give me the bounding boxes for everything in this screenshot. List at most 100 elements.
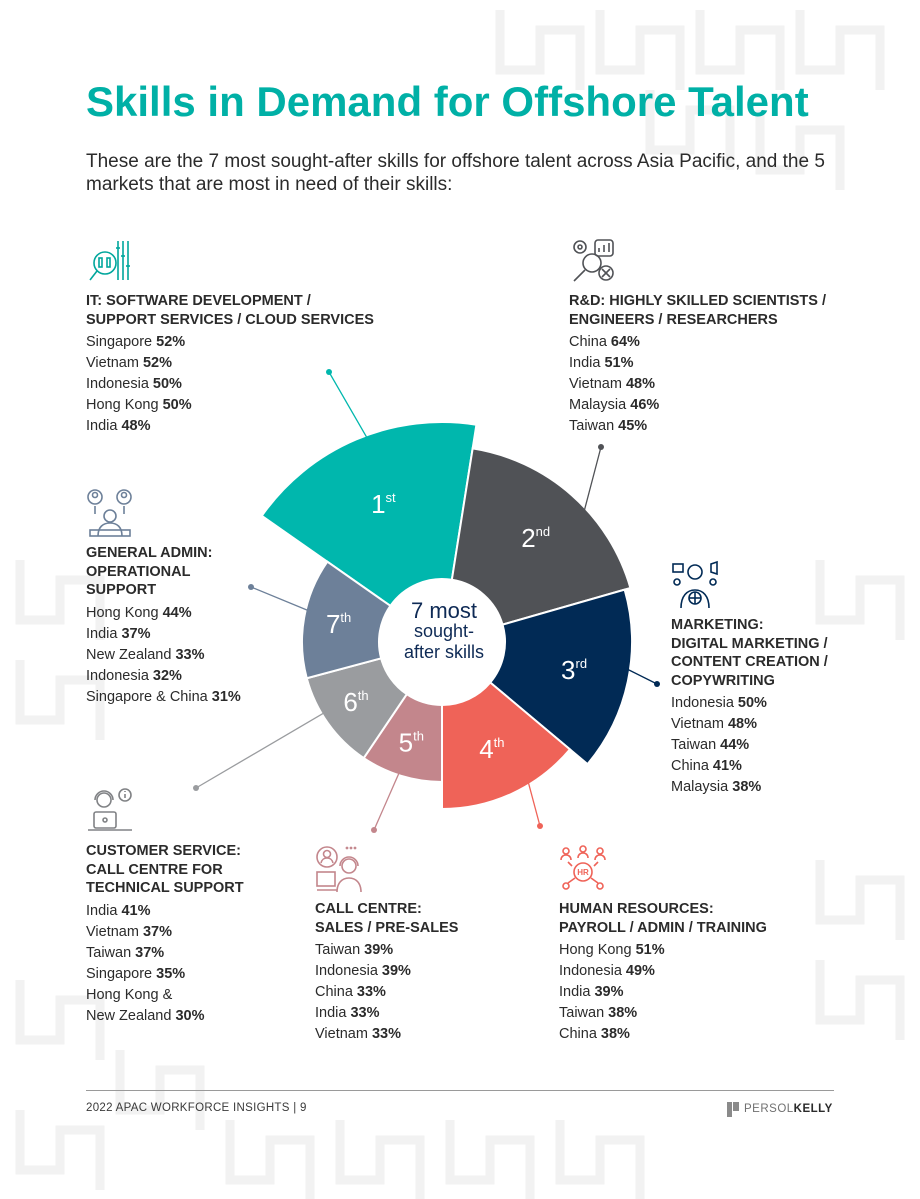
- rank-number: 7: [326, 609, 340, 639]
- market-list-rnd: China 64% India 51% Vietnam 48% Malaysia…: [569, 332, 826, 437]
- market-name: Singapore: [86, 334, 153, 350]
- market-name: Vietnam: [86, 355, 139, 371]
- center-label-line2: sought-: [413, 621, 475, 641]
- segment-rank-label-5: 5th: [399, 727, 424, 757]
- list-item: Singapore & China 31%: [86, 687, 241, 708]
- skill-heading-line: CUSTOMER SERVICE:: [86, 843, 241, 859]
- svg-text:HR: HR: [577, 868, 589, 877]
- chart-center-hole: [379, 579, 505, 705]
- list-item: Vietnam 52%: [86, 353, 374, 374]
- market-pct: 33%: [350, 1005, 380, 1021]
- rank-number: 2: [521, 523, 535, 553]
- list-item: India 51%: [569, 353, 826, 374]
- center-label-line1: 7 most: [410, 598, 478, 623]
- digital-marketing-icon: [672, 560, 718, 609]
- market-name: Malaysia: [671, 779, 729, 795]
- market-pct: 50%: [737, 695, 767, 711]
- list-item: China 38%: [559, 1024, 767, 1045]
- market-name: Singapore: [86, 965, 153, 982]
- market-pct: 45%: [618, 418, 648, 434]
- list-item: Hong Kong 51%: [559, 940, 767, 961]
- skill-heading-line: R&D: HIGHLY SKILLED SCIENTISTS /: [569, 293, 826, 309]
- skill-heading-marketing: MARKETING: DIGITAL MARKETING / CONTENT C…: [671, 616, 828, 690]
- market-pct: 33%: [371, 1026, 401, 1042]
- market-name: India: [86, 418, 118, 434]
- list-item: Indonesia 32%: [86, 666, 241, 687]
- list-item: Taiwan 37%: [86, 943, 244, 964]
- market-pct: 39%: [381, 963, 411, 979]
- market-pct: 41%: [712, 758, 742, 774]
- market-name: India: [86, 902, 118, 919]
- market-name: Hong Kong &: [86, 986, 173, 1003]
- market-name: China: [315, 984, 353, 1000]
- market-pct: 39%: [364, 942, 394, 958]
- rank-suffix: th: [494, 735, 505, 750]
- market-name: Vietnam: [569, 376, 622, 392]
- market-name: Taiwan: [569, 418, 615, 434]
- list-item: Vietnam 33%: [315, 1024, 458, 1045]
- hr-network-icon: HR: [560, 845, 606, 890]
- leader-line-3: [623, 667, 658, 685]
- market-pct: 50%: [152, 376, 182, 392]
- market-name: Indonesia: [86, 667, 149, 684]
- market-pct: 33%: [356, 984, 386, 1000]
- skill-heading-callcentre: CALL CENTRE: SALES / PRE-SALES: [315, 900, 458, 937]
- skill-heading-line: ENGINEERS / RESEARCHERS: [569, 311, 778, 328]
- leader-line-2: [582, 446, 602, 516]
- skill-heading-line: SUPPORT SERVICES / CLOUD SERVICES: [86, 311, 374, 328]
- market-pct: 38%: [600, 1026, 630, 1042]
- market-name: New Zealand: [86, 1007, 172, 1024]
- market-list-it: Singapore 52% Vietnam 52% Indonesia 50% …: [86, 332, 374, 437]
- list-item: India 48%: [86, 416, 374, 437]
- skill-block-rnd: R&D: HIGHLY SKILLED SCIENTISTS / ENGINEE…: [569, 236, 826, 437]
- market-name: Singapore & China: [86, 688, 208, 705]
- leader-line-5: [373, 769, 402, 831]
- list-item: Malaysia 46%: [569, 395, 826, 416]
- leader-dot-3: [654, 681, 660, 687]
- list-item: Hong Kong &: [86, 985, 244, 1006]
- market-name: Hong Kong: [86, 604, 159, 621]
- market-name: Vietnam: [315, 1026, 368, 1042]
- intro-text: These are the 7 most sought-after skills…: [86, 151, 825, 195]
- market-name: Taiwan: [671, 737, 717, 753]
- brand-name: PERSOLKELLY: [744, 1103, 833, 1115]
- market-name: India: [315, 1005, 347, 1021]
- skill-heading-hr: HUMAN RESOURCES: PAYROLL / ADMIN / TRAIN…: [559, 900, 767, 937]
- list-item: Malaysia 38%: [671, 777, 828, 798]
- footer-text: 2022 APAC WORKFORCE INSIGHTS | 9: [86, 1102, 307, 1114]
- market-name: China: [569, 334, 607, 350]
- market-pct: 51%: [635, 942, 665, 958]
- skill-block-admin: GENERAL ADMIN: OPERATIONAL SUPPORT Hong …: [86, 488, 241, 708]
- list-item: India 33%: [315, 1003, 458, 1024]
- skill-heading-line: IT: SOFTWARE DEVELOPMENT /: [86, 293, 311, 309]
- list-item: Vietnam 48%: [569, 374, 826, 395]
- skill-heading-customer: CUSTOMER SERVICE: CALL CENTRE FOR TECHNI…: [86, 842, 244, 898]
- market-pct: 49%: [625, 963, 655, 979]
- list-item: India 37%: [86, 624, 241, 645]
- market-pct: 35%: [156, 965, 186, 982]
- skill-heading-line: COPYWRITING: [671, 672, 775, 689]
- skill-heading-line: GENERAL ADMIN:: [86, 545, 213, 561]
- market-name: Indonesia: [671, 695, 734, 711]
- market-list-marketing: Indonesia 50% Vietnam 48% Taiwan 44% Chi…: [671, 693, 828, 798]
- brand-light: PERSOL: [744, 1103, 794, 1115]
- market-pct: 37%: [135, 944, 165, 961]
- skill-heading-line: CALL CENTRE:: [315, 901, 422, 917]
- market-list-hr: Hong Kong 51% Indonesia 49% India 39% Ta…: [559, 940, 767, 1045]
- market-name: Vietnam: [671, 716, 724, 732]
- customer-service-icon: [88, 788, 132, 831]
- market-pct: 52%: [142, 355, 172, 371]
- skill-heading-line: SALES / PRE-SALES: [315, 919, 459, 936]
- market-name: Taiwan: [315, 942, 361, 958]
- list-item: Indonesia 39%: [315, 961, 458, 982]
- list-item: Singapore 52%: [86, 332, 374, 353]
- market-list-admin: Hong Kong 44% India 37% New Zealand 33% …: [86, 603, 241, 708]
- market-pct: 48%: [727, 716, 757, 732]
- skill-heading-line: CONTENT CREATION /: [671, 654, 828, 670]
- market-pct: 37%: [121, 625, 151, 642]
- skill-heading-line: SUPPORT: [86, 582, 157, 598]
- market-name: Hong Kong: [559, 942, 632, 958]
- list-item: China 64%: [569, 332, 826, 353]
- market-name: Indonesia: [86, 376, 149, 392]
